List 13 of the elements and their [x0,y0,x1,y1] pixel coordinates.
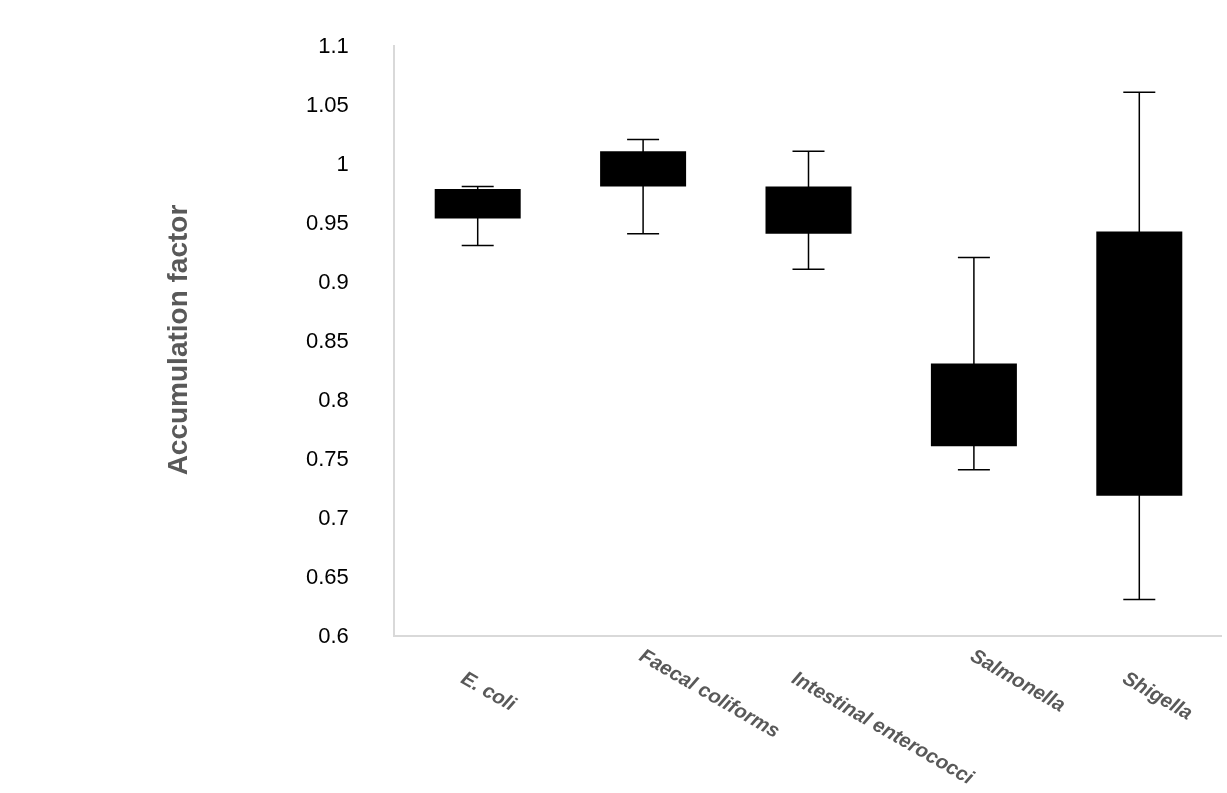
y-tick-label: 0.7 [318,504,349,530]
y-tick-label: 1 [336,150,349,176]
y-tick-label: 0.85 [306,327,349,353]
y-tick-label: 0.8 [318,386,349,412]
y-tick-label: 0.6 [318,622,349,648]
y-tick-label: 0.65 [306,563,349,589]
y-axis-title: Accumulation factor [162,204,194,476]
x-tick-label: E. coli [457,666,521,716]
y-tick-label: 0.75 [306,445,349,471]
y-tick-label: 1.1 [318,32,349,58]
y-tick-label: 0.95 [306,209,349,235]
y-tick-label: 1.05 [306,91,349,117]
y-tick-label: 0.9 [318,268,349,294]
